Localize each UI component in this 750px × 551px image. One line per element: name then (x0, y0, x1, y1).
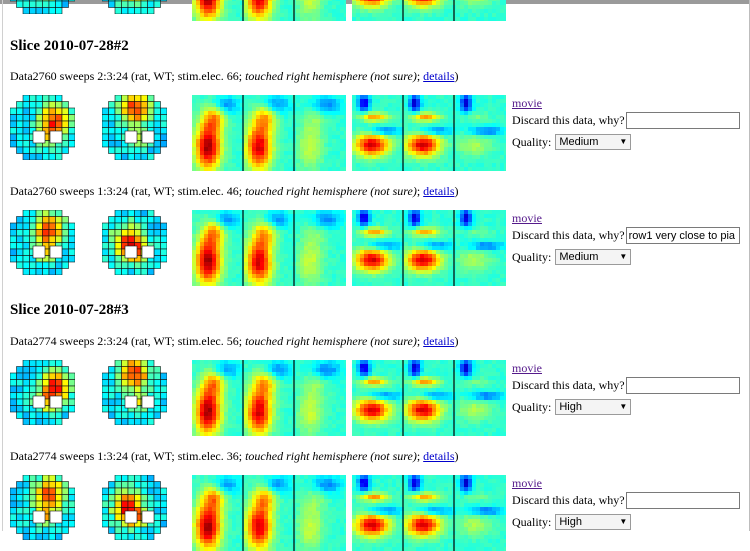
quality-value: High (559, 401, 582, 413)
dataset-note: touched right hemisphere (not sure) (245, 69, 417, 83)
heatmap-strip (192, 360, 346, 436)
dataset-info: Data2760 sweeps 1:3:24 (rat, WT; stim.el… (10, 184, 459, 199)
quality-label: Quality: (512, 400, 551, 415)
dataset-params: (rat, WT; stim.elec. 46; (131, 184, 242, 198)
dataset-info: Data2760 sweeps 2:3:24 (rat, WT; stim.el… (10, 69, 459, 84)
discard-row: Discard this data, why? (512, 110, 740, 131)
discard-reason-input[interactable] (626, 227, 740, 244)
discard-label: Discard this data, why? (512, 228, 625, 243)
dataset-params: (rat, WT; stim.elec. 36; (131, 449, 242, 463)
closing-paren: ) (455, 69, 459, 83)
discard-reason-input[interactable] (626, 492, 740, 509)
controls-panel: movie Discard this data, why? Quality: H… (512, 476, 740, 531)
heatmap-strip (352, 210, 506, 286)
closing-paren: ) (455, 184, 459, 198)
heatmap-strip-partial-1 (192, 0, 346, 21)
heatmap-strip (352, 360, 506, 436)
dataset-info: Data2774 sweeps 1:3:24 (rat, WT; stim.el… (10, 449, 459, 464)
controls-panel: movie Discard this data, why? Quality: M… (512, 96, 740, 151)
chevron-down-icon: ▼ (619, 400, 627, 414)
discard-label: Discard this data, why? (512, 493, 625, 508)
dataset-id: Data2760 sweeps 2:3:24 (10, 69, 128, 83)
quality-label: Quality: (512, 135, 551, 150)
slice-heading: Slice 2010-07-28#2 (10, 38, 129, 55)
electrode-grid-partial-1 (10, 0, 75, 14)
electrode-grid (102, 210, 167, 275)
separator: ; (417, 334, 420, 348)
discard-reason-input[interactable] (626, 377, 740, 394)
chevron-down-icon: ▼ (619, 515, 627, 529)
separator: ; (417, 184, 420, 198)
details-link[interactable]: details (423, 334, 454, 348)
details-link[interactable]: details (423, 449, 454, 463)
controls-panel: movie Discard this data, why? Quality: H… (512, 361, 740, 416)
quality-row: Quality: Medium ▼ (512, 248, 740, 266)
movie-link[interactable]: movie (512, 361, 740, 375)
quality-row: Quality: High ▼ (512, 513, 740, 531)
electrode-grid-partial-2 (102, 0, 167, 14)
discard-row: Discard this data, why? (512, 490, 740, 511)
closing-paren: ) (455, 334, 459, 348)
controls-panel: movie Discard this data, why? Quality: M… (512, 211, 740, 266)
dataset-note: touched right hemisphere (not sure) (245, 449, 417, 463)
discard-row: Discard this data, why? (512, 225, 740, 246)
quality-value: Medium (559, 251, 598, 263)
heatmap-strip (352, 95, 506, 171)
heatmap-strip (192, 95, 346, 171)
quality-label: Quality: (512, 250, 551, 265)
discard-reason-input[interactable] (626, 112, 740, 129)
separator: ; (417, 449, 420, 463)
closing-paren: ) (455, 449, 459, 463)
movie-link[interactable]: movie (512, 211, 740, 225)
heatmap-strip (352, 475, 506, 551)
movie-link[interactable]: movie (512, 476, 740, 490)
discard-label: Discard this data, why? (512, 113, 625, 128)
quality-select[interactable]: High ▼ (555, 514, 631, 530)
quality-value: Medium (559, 136, 598, 148)
electrode-grid (10, 475, 75, 540)
dataset-info: Data2774 sweeps 2:3:24 (rat, WT; stim.el… (10, 334, 459, 349)
heatmap-strip-partial-2 (352, 0, 506, 21)
dataset-id: Data2774 sweeps 2:3:24 (10, 334, 128, 348)
electrode-grid (102, 475, 167, 540)
dataset-id: Data2760 sweeps 1:3:24 (10, 184, 128, 198)
quality-select[interactable]: Medium ▼ (555, 134, 631, 150)
quality-label: Quality: (512, 515, 551, 530)
quality-value: High (559, 516, 582, 528)
movie-link[interactable]: movie (512, 96, 740, 110)
page-left-border (2, 0, 3, 531)
electrode-grid (10, 95, 75, 160)
quality-select[interactable]: High ▼ (555, 399, 631, 415)
dataset-note: touched right hemisphere (not sure) (245, 334, 417, 348)
dataset-note: touched right hemisphere (not sure) (245, 184, 417, 198)
discard-row: Discard this data, why? (512, 375, 740, 396)
electrode-grid (10, 360, 75, 425)
quality-select[interactable]: Medium ▼ (555, 249, 631, 265)
details-link[interactable]: details (423, 69, 454, 83)
electrode-grid (102, 360, 167, 425)
slice-heading: Slice 2010-07-28#3 (10, 302, 129, 319)
quality-row: Quality: High ▼ (512, 398, 740, 416)
separator: ; (417, 69, 420, 83)
dataset-id: Data2774 sweeps 1:3:24 (10, 449, 128, 463)
electrode-grid (10, 210, 75, 275)
quality-row: Quality: Medium ▼ (512, 133, 740, 151)
chevron-down-icon: ▼ (619, 135, 627, 149)
dataset-params: (rat, WT; stim.elec. 56; (131, 334, 242, 348)
discard-label: Discard this data, why? (512, 378, 625, 393)
chevron-down-icon: ▼ (619, 250, 627, 264)
heatmap-strip (192, 475, 346, 551)
electrode-grid (102, 95, 167, 160)
details-link[interactable]: details (423, 184, 454, 198)
heatmap-strip (192, 210, 346, 286)
dataset-params: (rat, WT; stim.elec. 66; (131, 69, 242, 83)
